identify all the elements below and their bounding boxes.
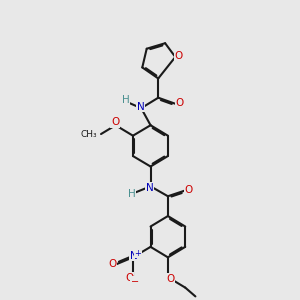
Text: O: O bbox=[184, 185, 192, 195]
Text: O: O bbox=[175, 98, 183, 108]
Text: H: H bbox=[122, 95, 130, 106]
Text: +: + bbox=[134, 249, 141, 258]
Text: N: N bbox=[146, 183, 153, 193]
Text: O: O bbox=[175, 51, 183, 61]
Text: O: O bbox=[111, 118, 119, 128]
Text: N: N bbox=[130, 251, 137, 261]
Text: O: O bbox=[108, 259, 117, 269]
Text: −: − bbox=[130, 277, 139, 286]
Text: H: H bbox=[128, 189, 135, 199]
Text: N: N bbox=[137, 102, 145, 112]
Text: CH₃: CH₃ bbox=[80, 130, 97, 139]
Text: O: O bbox=[167, 274, 175, 284]
Text: O: O bbox=[125, 273, 133, 283]
